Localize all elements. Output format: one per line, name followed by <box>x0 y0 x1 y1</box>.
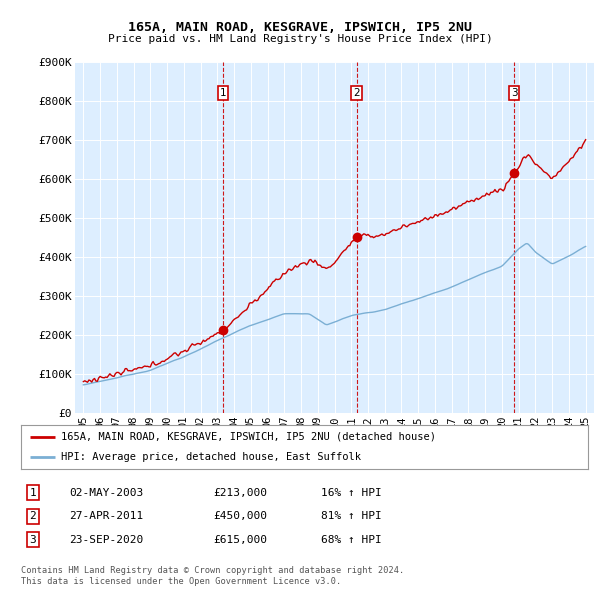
Text: This data is licensed under the Open Government Licence v3.0.: This data is licensed under the Open Gov… <box>21 576 341 586</box>
Text: Contains HM Land Registry data © Crown copyright and database right 2024.: Contains HM Land Registry data © Crown c… <box>21 566 404 575</box>
Text: 68% ↑ HPI: 68% ↑ HPI <box>321 535 382 545</box>
Text: 81% ↑ HPI: 81% ↑ HPI <box>321 512 382 521</box>
Text: 23-SEP-2020: 23-SEP-2020 <box>69 535 143 545</box>
Text: 165A, MAIN ROAD, KESGRAVE, IPSWICH, IP5 2NU: 165A, MAIN ROAD, KESGRAVE, IPSWICH, IP5 … <box>128 21 472 34</box>
Text: £450,000: £450,000 <box>213 512 267 521</box>
Text: 2: 2 <box>353 88 360 98</box>
Text: Price paid vs. HM Land Registry's House Price Index (HPI): Price paid vs. HM Land Registry's House … <box>107 34 493 44</box>
Text: 3: 3 <box>511 88 517 98</box>
Text: 3: 3 <box>29 535 37 545</box>
Text: £213,000: £213,000 <box>213 488 267 497</box>
Text: 27-APR-2011: 27-APR-2011 <box>69 512 143 521</box>
Text: 1: 1 <box>29 488 37 497</box>
Text: 2: 2 <box>29 512 37 521</box>
Text: 165A, MAIN ROAD, KESGRAVE, IPSWICH, IP5 2NU (detached house): 165A, MAIN ROAD, KESGRAVE, IPSWICH, IP5 … <box>61 432 436 442</box>
Text: £615,000: £615,000 <box>213 535 267 545</box>
Text: 16% ↑ HPI: 16% ↑ HPI <box>321 488 382 497</box>
Text: 1: 1 <box>220 88 226 98</box>
Text: 02-MAY-2003: 02-MAY-2003 <box>69 488 143 497</box>
Text: HPI: Average price, detached house, East Suffolk: HPI: Average price, detached house, East… <box>61 452 361 462</box>
